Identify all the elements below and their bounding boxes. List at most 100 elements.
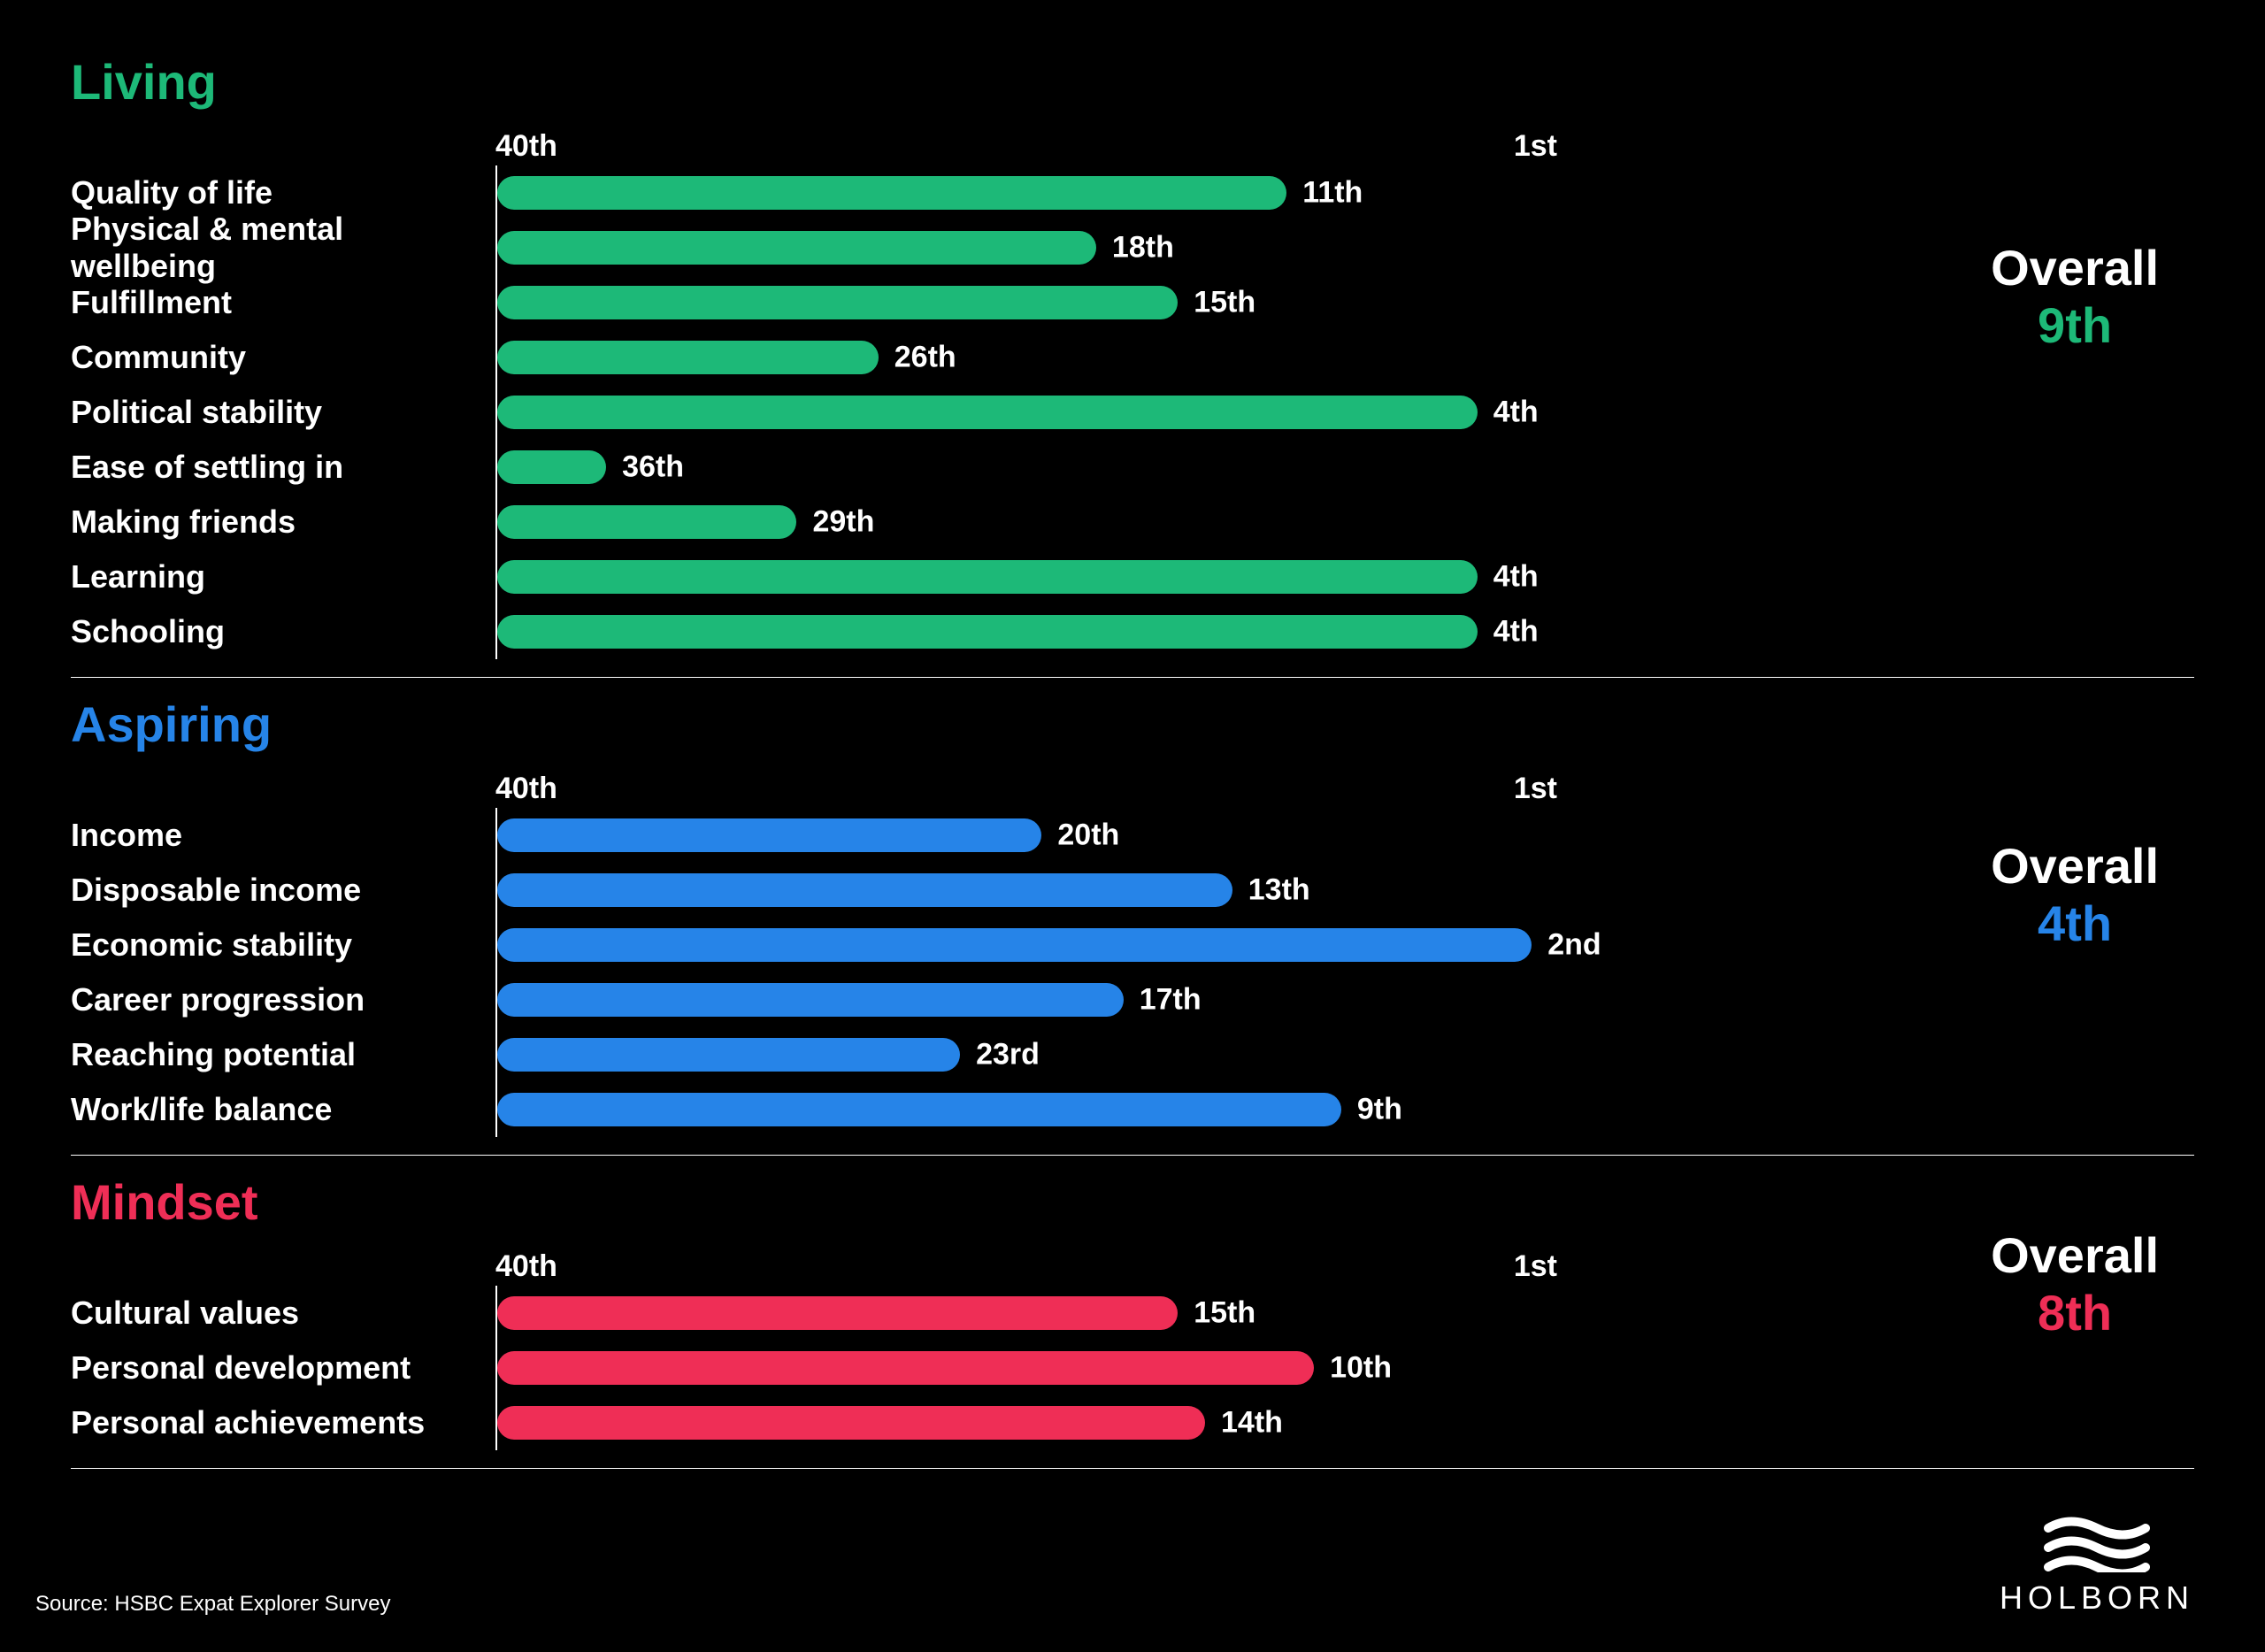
axis-spacer [71, 146, 495, 147]
bar [497, 1093, 1341, 1126]
overall-box: Overall9th [1991, 239, 2159, 354]
bar-value-label: 4th [1493, 615, 1539, 649]
axis-right-label: 1st [1514, 1249, 1557, 1284]
axis-spacer [71, 1266, 495, 1267]
bar [497, 341, 879, 374]
bar-value-label: 26th [894, 341, 956, 375]
bar [497, 983, 1124, 1017]
axis-row: 40th1st [71, 769, 2194, 808]
metric-label: Fulfillment [71, 284, 495, 321]
bar-value-label: 29th [812, 505, 874, 540]
bar-track: 36th [495, 440, 1557, 495]
bar [497, 873, 1232, 907]
bar-track: 29th [495, 495, 1557, 549]
section-title: Living [71, 53, 2194, 111]
metric-label: Work/life balance [71, 1091, 495, 1128]
metric-label: Community [71, 339, 495, 376]
metric-label: Income [71, 817, 495, 854]
metric-label: Reaching potential [71, 1036, 495, 1073]
bar-track: 23rd [495, 1027, 1557, 1082]
metric-row: Personal achievements 14th [71, 1395, 2194, 1450]
metric-row: Work/life balance 9th [71, 1082, 2194, 1137]
bar-track: 14th [495, 1395, 1557, 1450]
metric-row: Personal development 10th [71, 1341, 2194, 1395]
bar-value-label: 36th [622, 450, 684, 485]
axis-left-label: 40th [495, 772, 557, 806]
bar [497, 231, 1096, 265]
bar [497, 1296, 1178, 1330]
bar-value-label: 15th [1194, 1296, 1255, 1331]
bar-track: 9th [495, 1082, 1557, 1137]
section-title: Aspiring [71, 695, 2194, 753]
metric-label: Personal development [71, 1349, 495, 1387]
metric-label: Quality of life [71, 174, 495, 211]
metric-row: Community 26th [71, 330, 2194, 385]
bar [497, 818, 1041, 852]
bar-track: 18th [495, 220, 1557, 275]
metric-label: Learning [71, 558, 495, 595]
metric-row: Physical & mental wellbeing18th [71, 220, 2194, 275]
bar [497, 450, 606, 484]
metric-label: Schooling [71, 613, 495, 650]
section-living: Living 40th1stQuality of life 11th Physical… [71, 53, 2194, 678]
metric-row: Making friends 29th [71, 495, 2194, 549]
bar-value-label: 4th [1493, 560, 1539, 595]
metric-row: Fulfillment 15th [71, 275, 2194, 330]
bar [497, 505, 796, 539]
bar-track: 4th [495, 604, 1557, 659]
section-title: Mindset [71, 1173, 2194, 1231]
wave-icon [2044, 1510, 2150, 1572]
metric-row: Career progression17th [71, 972, 2194, 1027]
bar-value-label: 20th [1057, 818, 1119, 853]
bar-value-label: 2nd [1547, 928, 1601, 963]
bar-track: 2nd [495, 918, 1557, 972]
holborn-logo: HOLBORN [2000, 1510, 2194, 1617]
overall-box: Overall4th [1991, 837, 2159, 952]
bar-track: 10th [495, 1341, 1557, 1395]
bar [497, 560, 1478, 594]
metric-label: Cultural values [71, 1295, 495, 1332]
bar-value-label: 10th [1330, 1351, 1392, 1386]
bar-value-label: 15th [1194, 286, 1255, 320]
metric-row: Schooling 4th [71, 604, 2194, 659]
metric-label: Making friends [71, 503, 495, 541]
bar-value-label: 9th [1357, 1093, 1402, 1127]
axis-row: 40th1st [71, 1247, 2194, 1286]
axis: 40th1st [495, 771, 1557, 806]
bar-track: 26th [495, 330, 1557, 385]
axis-left-label: 40th [495, 129, 557, 164]
metric-label: Personal achievements [71, 1404, 495, 1441]
axis: 40th1st [495, 128, 1557, 164]
bar-value-label: 4th [1493, 396, 1539, 430]
metric-row: Reaching potential23rd [71, 1027, 2194, 1082]
metric-row: Disposable income13th [71, 863, 2194, 918]
bar [497, 615, 1478, 649]
metric-label: Career progression [71, 981, 495, 1018]
infographic-page: Living40th1stQuality of life11thPhysical… [0, 0, 2265, 1652]
bar-track: 4th [495, 549, 1557, 604]
bar [497, 286, 1178, 319]
metric-label: Disposable income [71, 872, 495, 909]
bar-track: 15th [495, 275, 1557, 330]
metric-label: Political stability [71, 394, 495, 431]
bar-track: 20th [495, 808, 1557, 863]
metric-row: Political stability 4th [71, 385, 2194, 440]
bar-track: 11th [495, 165, 1557, 220]
bar [497, 176, 1286, 210]
metric-label: Economic stability [71, 926, 495, 964]
bar-value-label: 11th [1302, 176, 1363, 211]
bar-track: 4th [495, 385, 1557, 440]
metric-row: Economic stability2nd [71, 918, 2194, 972]
metric-label: Ease of settling in [71, 449, 495, 486]
bar-track: 17th [495, 972, 1557, 1027]
overall-rank: 8th [1991, 1284, 2159, 1341]
logo-text: HOLBORN [2000, 1579, 2194, 1617]
overall-rank: 4th [1991, 895, 2159, 952]
section-mindset: Mindset 40th1st Cultural values 15th Persona… [71, 1173, 2194, 1469]
axis-row: 40th1st [71, 127, 2194, 165]
bar-value-label: 14th [1221, 1406, 1283, 1441]
bar [497, 928, 1532, 962]
bar [497, 1351, 1314, 1385]
source-text: Source: HSBC Expat Explorer Survey [35, 1592, 391, 1617]
metric-row: Ease of settling in 36th [71, 440, 2194, 495]
